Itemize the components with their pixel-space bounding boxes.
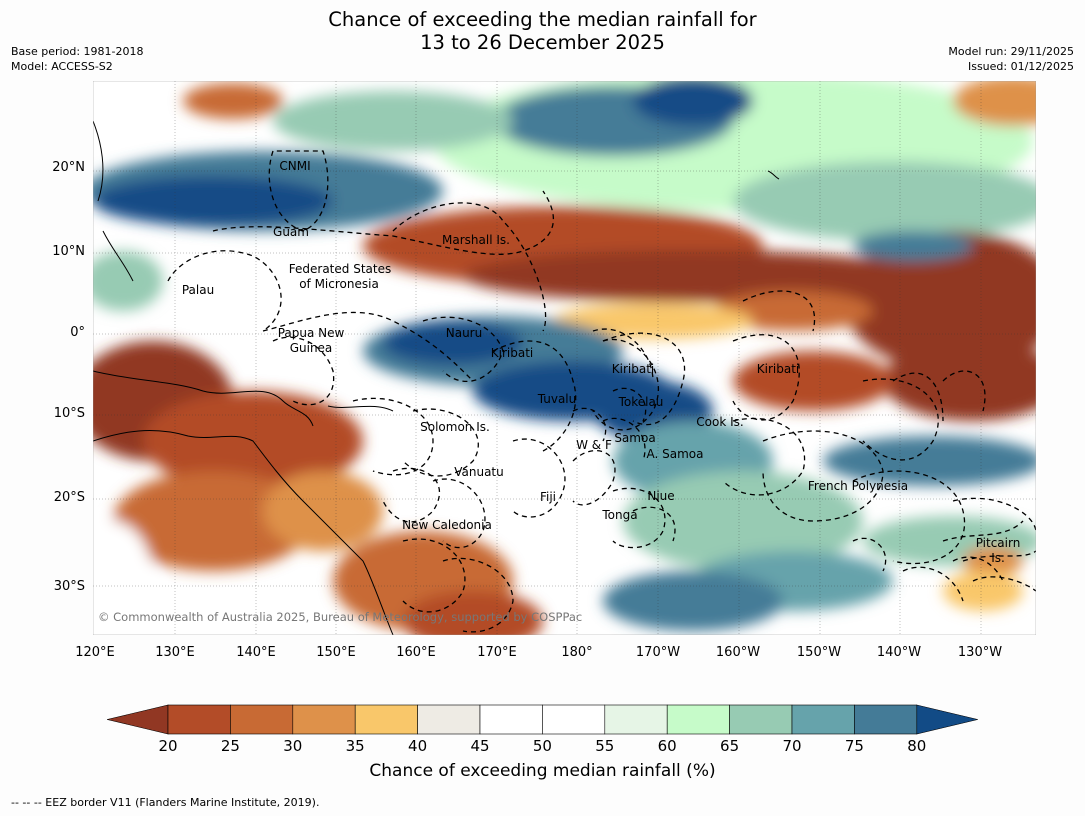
colorbar-segment — [479, 704, 543, 735]
label-pitcairn-2: Is. — [991, 551, 1005, 565]
label-tonga: Tonga — [601, 508, 637, 522]
lon-label: 150°E — [316, 645, 356, 660]
colorbar-tick-label: 35 — [345, 737, 365, 755]
label-tuvalu: Tuvalu — [537, 392, 577, 406]
lat-label: 20°N — [52, 160, 85, 175]
lon-label: 140°W — [876, 645, 922, 660]
map-title-line2: 13 to 26 December 2025 — [420, 31, 665, 54]
lon-label: 150°W — [796, 645, 842, 660]
label-niue: Niue — [647, 489, 674, 503]
colorbar-tick-label: 20 — [158, 737, 178, 755]
issued-date: Issued: 01/12/2025 — [967, 60, 1074, 73]
colorbar-segment — [230, 704, 294, 735]
lat-label: 20°S — [53, 490, 85, 505]
label-french-polynesia: French Polynesia — [808, 479, 908, 493]
colorbar-segment — [167, 704, 231, 735]
copyright-notice: © Commonwealth of Australia 2025, Bureau… — [98, 610, 582, 624]
coastlines — [93, 120, 780, 635]
label-png-2: Guinea — [290, 341, 333, 355]
model-run: Model run: 29/11/2025 — [948, 45, 1074, 58]
colorbar-tick-label: 25 — [220, 737, 240, 755]
probability-field — [93, 81, 1036, 635]
lon-label: 170°W — [635, 645, 681, 660]
label-fiji: Fiji — [540, 490, 556, 504]
colorbar-tick-label: 65 — [720, 737, 740, 755]
label-wf: W & F — [576, 438, 612, 452]
colorbar-tick-label: 80 — [907, 737, 927, 755]
label-marshall: Marshall Is. — [442, 233, 510, 247]
lat-label: 10°N — [52, 244, 85, 259]
graticule — [93, 81, 1036, 635]
label-nauru: Nauru — [446, 326, 482, 340]
lon-label: 160°E — [396, 645, 436, 660]
colorbar-segment — [542, 704, 606, 735]
colorbar-segment — [854, 704, 918, 735]
colorbar-segment — [666, 704, 730, 735]
colorbar-segment — [354, 704, 418, 735]
lon-label: 170°E — [477, 645, 517, 660]
colorbar-segment — [417, 704, 481, 735]
colorbar-tick-label: 55 — [595, 737, 615, 755]
lat-label: 10°S — [53, 406, 85, 421]
colorbar-segment — [729, 704, 793, 735]
colorbar-title: Chance of exceeding median rainfall (%) — [369, 761, 716, 781]
label-kiribati-central: Kiribati — [612, 362, 654, 376]
base-period: Base period: 1981-2018 — [11, 45, 144, 58]
label-samoa: Samoa — [614, 431, 655, 445]
label-kiribati-east: Kiribati — [757, 362, 799, 376]
eez-borders — [167, 150, 1036, 633]
lon-label: 180° — [561, 645, 593, 660]
colorbar-segment — [292, 704, 356, 735]
label-png-1: Papua New — [278, 326, 345, 340]
label-vanuatu: Vanuatu — [454, 465, 504, 479]
lon-label: 130°E — [155, 645, 195, 660]
label-guam: Guam — [273, 225, 309, 239]
colorbar-extend-low — [107, 704, 169, 735]
colorbar-segment — [604, 704, 668, 735]
eez-footnote: -- -- -- EEZ border V11 (Flanders Marine… — [11, 796, 320, 809]
lon-label: 130°W — [957, 645, 1003, 660]
label-fsm-2: of Micronesia — [299, 277, 379, 291]
colorbar-segment — [791, 704, 855, 735]
colorbar-tick-label: 40 — [408, 737, 428, 755]
model-name: Model: ACCESS-S2 — [11, 60, 113, 73]
lon-label: 140°E — [236, 645, 276, 660]
label-tokelau: Tokelau — [618, 395, 664, 409]
map-title-line1: Chance of exceeding the median rainfall … — [328, 8, 757, 31]
lon-label: 120°E — [75, 645, 115, 660]
label-solomon: Solomon Is. — [420, 420, 490, 434]
colorbar-tick-label: 45 — [470, 737, 490, 755]
colorbar-tick-label: 75 — [844, 737, 864, 755]
label-fsm-1: Federated States — [289, 262, 391, 276]
lat-label: 0° — [70, 325, 85, 340]
rainfall-map: CNMI Guam Marshall Is. Federated States … — [93, 81, 1036, 635]
lat-label: 30°S — [53, 579, 85, 594]
label-new-caledonia: New Caledonia — [402, 518, 492, 532]
label-pitcairn-1: Pitcairn — [976, 536, 1021, 550]
colorbar-tick-label: 70 — [782, 737, 802, 755]
colorbar-tick-label: 30 — [283, 737, 303, 755]
colorbar-extend-high — [916, 704, 978, 735]
label-palau: Palau — [182, 283, 214, 297]
colorbar-tick-label: 60 — [657, 737, 677, 755]
colorbar-tick-label: 50 — [532, 737, 552, 755]
label-american-samoa: A. Samoa — [647, 447, 704, 461]
label-kiribati-west: Kiribati — [491, 346, 533, 360]
colorbar — [107, 704, 978, 735]
lon-label: 160°W — [715, 645, 761, 660]
label-cook: Cook Is. — [696, 415, 743, 429]
label-cnmi: CNMI — [279, 159, 310, 173]
